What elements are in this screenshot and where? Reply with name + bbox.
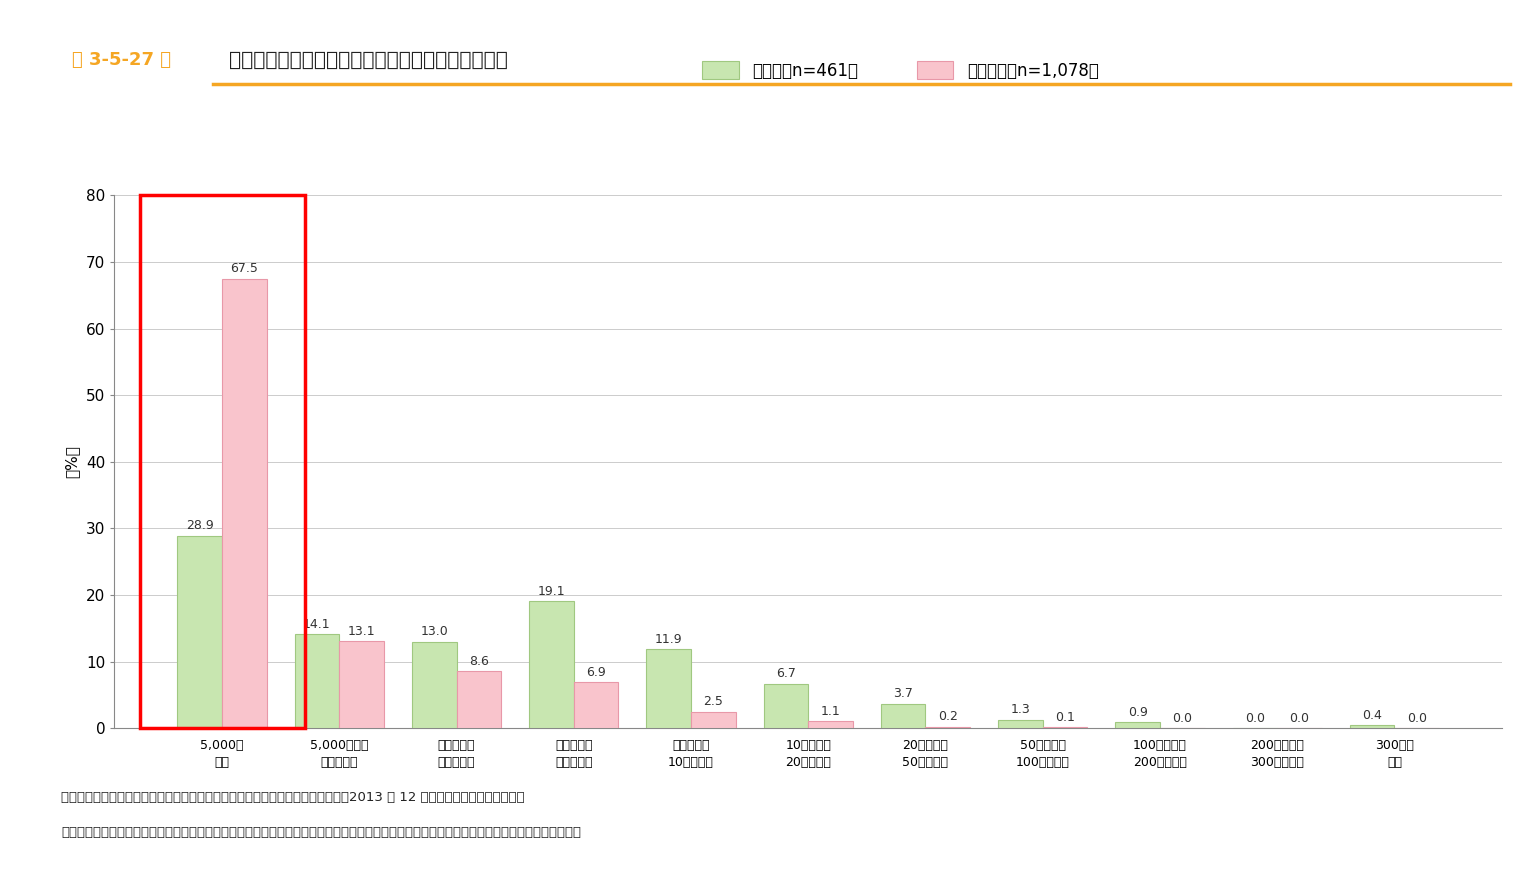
Text: 14.1: 14.1 [303, 618, 331, 630]
Text: 0.1: 0.1 [1055, 711, 1075, 725]
Text: クラウドソーシング業務における受注額（月平均）: クラウドソーシング業務における受注額（月平均） [229, 51, 508, 69]
Text: 0.0: 0.0 [1290, 712, 1310, 725]
Bar [140, 195, 305, 728]
Text: 1.1: 1.1 [820, 704, 840, 718]
Text: 19.1: 19.1 [538, 584, 566, 598]
Text: 0.0: 0.0 [1406, 712, 1427, 725]
Bar [764, 684, 808, 728]
Bar [573, 682, 618, 728]
Text: 2.5: 2.5 [703, 695, 723, 709]
Text: 0.0: 0.0 [1173, 712, 1193, 725]
Bar [177, 535, 223, 728]
Bar [223, 279, 267, 728]
Text: 0.9: 0.9 [1128, 706, 1148, 719]
Text: 3.7: 3.7 [894, 687, 913, 700]
Text: 67.5: 67.5 [230, 262, 258, 275]
Text: 11.9: 11.9 [654, 632, 683, 646]
Bar [881, 703, 926, 728]
Text: 0.0: 0.0 [1244, 712, 1264, 725]
Bar [926, 726, 970, 728]
Bar [456, 671, 502, 728]
Text: 13.0: 13.0 [421, 625, 448, 638]
Bar [691, 711, 735, 728]
Text: 資料：中小企業庁委託「日本のクラウドソーシングの利用実態に関する調査」（2013 年 12 月、（株）ワイズスタッフ）: 資料：中小企業庁委託「日本のクラウドソーシングの利用実態に関する調査」（2013… [61, 790, 525, 804]
Bar [808, 721, 852, 728]
Bar [647, 649, 691, 728]
Text: 13.1: 13.1 [348, 624, 375, 638]
Text: 0.4: 0.4 [1362, 710, 1382, 722]
Bar [999, 719, 1043, 728]
Bar [1115, 722, 1161, 728]
Text: 8.6: 8.6 [468, 654, 488, 668]
Text: （注）クラウドソーシングサイトで、「仕事を受注したことがある」、「仕事を受注も発注もしたことがある」と回答した利用者を集計してる。: （注）クラウドソーシングサイトで、「仕事を受注したことがある」、「仕事を受注も発… [61, 826, 581, 839]
Text: 1.3: 1.3 [1011, 703, 1031, 716]
Bar [339, 641, 384, 728]
Y-axis label: （%）: （%） [64, 445, 79, 479]
Text: 28.9: 28.9 [186, 519, 214, 533]
Text: 6.9: 6.9 [586, 666, 605, 678]
Text: 第 3-5-27 図: 第 3-5-27 図 [73, 51, 171, 69]
Bar [1350, 725, 1394, 728]
Legend: 事業者（n=461）, 非事業者（n=1,078）: 事業者（n=461）, 非事業者（n=1,078） [695, 54, 1106, 86]
Text: 0.2: 0.2 [938, 710, 958, 724]
Bar [412, 641, 456, 728]
Bar [529, 601, 573, 728]
Bar [294, 634, 339, 728]
Text: 6.7: 6.7 [776, 667, 796, 680]
